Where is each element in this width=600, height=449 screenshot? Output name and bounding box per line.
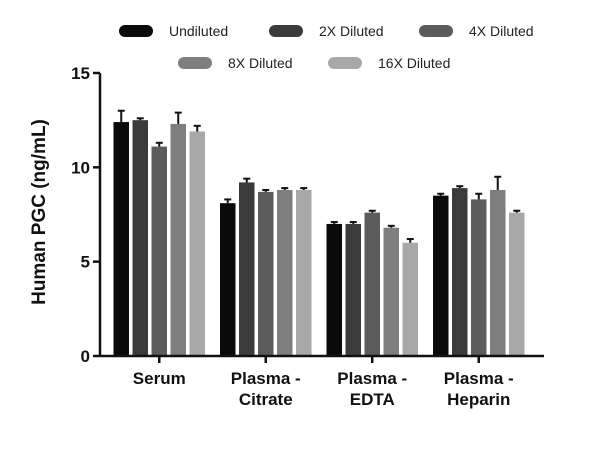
bar-2-2: [364, 212, 380, 356]
category-label-2: Plasma - EDTA: [337, 369, 407, 409]
category-label-line-0-0: Serum: [133, 369, 186, 388]
bars: [113, 109, 525, 357]
legend-swatch-2: [419, 25, 453, 37]
bar-0-2: [151, 146, 167, 356]
bar-3-3: [490, 189, 506, 356]
category-label-line-1-0: Plasma -: [231, 369, 301, 388]
y-tick-label-0: 0: [81, 347, 90, 366]
bar-0-1: [132, 120, 148, 357]
bar-1-0: [220, 203, 236, 356]
legend-label-2: 4X Diluted: [469, 23, 534, 39]
bar-1-3: [277, 189, 293, 356]
bar-1-2: [258, 191, 274, 356]
bar-2-0: [326, 223, 342, 356]
category-label-1: Plasma - Citrate: [231, 369, 301, 409]
y-tick-label-3: 15: [71, 64, 90, 83]
category-label-0: Serum: [133, 369, 186, 388]
bar-2-4: [402, 242, 418, 356]
bar-3-1: [452, 188, 468, 356]
legend-label-0: Undiluted: [169, 23, 228, 39]
bar-3-4: [509, 212, 525, 356]
category-label-3: Plasma - Heparin: [444, 369, 514, 409]
bar-0-3: [170, 123, 186, 356]
legend-label-3: 8X Diluted: [228, 55, 293, 71]
y-axis-title: Human PGC (ng/mL): [29, 119, 50, 305]
y-axis: 0 5 10 15: [71, 64, 102, 366]
legend-swatch-0: [119, 25, 153, 37]
y-tick-label-2: 10: [71, 158, 90, 177]
legend-label-1: 2X Diluted: [319, 23, 384, 39]
category-label-line-3-0: Plasma -: [444, 369, 514, 388]
legend-swatch-1: [269, 25, 303, 37]
bar-0-0: [113, 122, 129, 356]
bar-3-2: [471, 199, 487, 356]
bar-1-4: [296, 189, 312, 356]
legend: Undiluted 2X Diluted 4X Diluted 8X Diluted 1…: [119, 23, 534, 71]
legend-label-4: 16X Diluted: [378, 55, 450, 71]
legend-swatch-4: [328, 57, 362, 69]
bar-3-0: [433, 195, 449, 356]
y-tick-label-1: 5: [81, 253, 90, 272]
bar-2-3: [383, 227, 399, 356]
bar-1-1: [239, 182, 255, 356]
bar-2-1: [345, 223, 361, 356]
category-label-line-2-0: Plasma -: [337, 369, 407, 388]
category-label-line-3-1: Heparin: [447, 390, 510, 409]
category-label-line-2-1: EDTA: [350, 390, 395, 409]
legend-swatch-3: [178, 57, 212, 69]
category-label-line-1-1: Citrate: [239, 390, 293, 409]
bar-0-4: [189, 131, 205, 356]
